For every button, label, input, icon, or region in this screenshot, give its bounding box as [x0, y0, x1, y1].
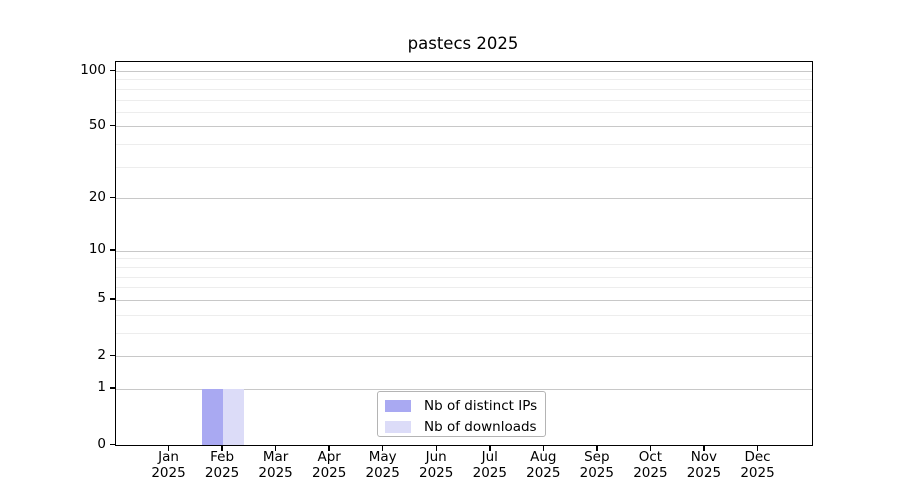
x-tick-label: Apr 2025: [299, 449, 359, 481]
x-tick-label-month: Dec: [744, 449, 771, 465]
x-tick-label-month: Sep: [584, 449, 610, 465]
x-tick-label-year: 2025: [526, 464, 561, 481]
gridline-minor: [116, 99, 812, 101]
legend-label-distinct-ips: Nb of distinct IPs: [424, 398, 538, 414]
x-tick-label: Dec 2025: [728, 449, 788, 481]
x-tick-mark: [435, 445, 437, 451]
gridline-major: [116, 299, 812, 301]
x-tick-mark: [328, 445, 330, 451]
gridline-minor: [116, 166, 812, 168]
y-tick-mark: [110, 124, 115, 127]
gridline-major: [116, 71, 812, 72]
gridline-minor: [116, 88, 812, 90]
x-tick-label: Nov 2025: [674, 449, 734, 481]
gridline-minor: [116, 111, 812, 113]
x-tick-label-year: 2025: [472, 464, 507, 481]
x-tick-label-year: 2025: [204, 464, 240, 481]
y-tick-mark: [110, 387, 115, 389]
x-tick-mark: [703, 445, 705, 451]
x-tick-mark: [167, 445, 170, 451]
gridline-minor: [116, 258, 812, 260]
x-tick-label-month: Feb: [210, 449, 235, 465]
x-tick-label-year: 2025: [258, 464, 293, 481]
gridline-minor: [116, 144, 812, 146]
gridline-major: [116, 388, 812, 390]
x-tick-label: May 2025: [353, 449, 413, 481]
x-tick-label-month: Jun: [425, 449, 447, 465]
y-tick-mark: [110, 298, 115, 300]
gridline-minor: [116, 276, 812, 278]
x-tick-mark: [596, 445, 598, 451]
x-tick-label-year: 2025: [686, 464, 722, 481]
x-tick-label: Jan 2025: [139, 449, 199, 481]
x-tick-mark: [274, 445, 277, 451]
chart-title: pastecs 2025: [407, 34, 519, 53]
gridline-major: [116, 250, 812, 252]
y-tick-label: 20: [88, 188, 106, 205]
legend-label-downloads: Nb of downloads: [424, 419, 537, 435]
x-tick-label-year: 2025: [151, 464, 186, 481]
gridline-minor: [116, 266, 812, 268]
x-tick-label-month: Oct: [638, 449, 663, 465]
x-tick-label-month: Nov: [690, 449, 718, 465]
y-tick-mark: [110, 69, 115, 71]
bar-nb-of-downloads: [223, 388, 245, 445]
y-tick-label: 0: [97, 435, 106, 452]
x-tick-label: Jul 2025: [460, 449, 520, 481]
legend-swatch-downloads: [385, 421, 411, 433]
x-tick-mark: [221, 445, 223, 451]
gridline-minor: [116, 332, 812, 334]
plot-area: [115, 61, 813, 446]
x-tick-mark: [649, 445, 652, 451]
x-tick-label-year: 2025: [633, 464, 668, 481]
y-tick-mark: [110, 443, 115, 445]
x-tick-label-year: 2025: [579, 464, 614, 481]
x-tick-mark: [756, 445, 759, 451]
bar-nb-of-distinct-ips: [202, 388, 224, 445]
legend: Nb of distinct IPs Nb of downloads: [377, 391, 546, 437]
x-tick-mark: [542, 445, 545, 451]
legend-item-distinct-ips: Nb of distinct IPs: [385, 397, 537, 415]
x-tick-label: Feb 2025: [192, 449, 252, 481]
y-tick-label: 1: [97, 379, 106, 396]
gridline-major: [116, 198, 812, 200]
x-tick-label-month: May: [368, 449, 397, 465]
gridline-major: [116, 356, 812, 357]
x-tick-label-year: 2025: [740, 464, 775, 481]
gridline-major: [116, 126, 812, 128]
x-tick-label-year: 2025: [312, 464, 347, 481]
x-tick-label-month: Apr: [317, 449, 341, 465]
y-tick-label: 100: [80, 61, 106, 78]
x-tick-label-month: Aug: [530, 449, 557, 465]
gridline-minor: [116, 314, 812, 316]
x-tick-label: Sep 2025: [567, 449, 627, 481]
x-tick-label: Oct 2025: [620, 449, 680, 481]
y-tick-label: 50: [88, 116, 106, 133]
x-tick-label: Mar 2025: [246, 449, 306, 481]
y-tick-label: 10: [88, 241, 106, 258]
x-tick-label: Aug 2025: [513, 449, 573, 481]
y-tick-mark: [110, 196, 115, 199]
x-tick-label-year: 2025: [365, 464, 400, 481]
x-tick-label: Jun 2025: [406, 449, 466, 481]
legend-swatch-distinct-ips: [385, 400, 411, 412]
y-tick-label: 5: [97, 290, 106, 307]
y-tick-mark: [110, 354, 115, 356]
gridline-minor: [116, 79, 812, 81]
y-tick-label: 2: [97, 346, 106, 363]
legend-item-downloads: Nb of downloads: [385, 418, 537, 436]
y-tick-mark: [110, 249, 115, 251]
x-tick-label-month: Jul: [481, 449, 498, 465]
x-tick-label-month: Jan: [158, 449, 179, 465]
x-tick-label-month: Mar: [262, 449, 289, 465]
x-tick-label-year: 2025: [419, 464, 454, 481]
gridline-minor: [116, 287, 812, 289]
x-tick-mark: [381, 445, 384, 451]
x-tick-mark: [489, 445, 491, 451]
